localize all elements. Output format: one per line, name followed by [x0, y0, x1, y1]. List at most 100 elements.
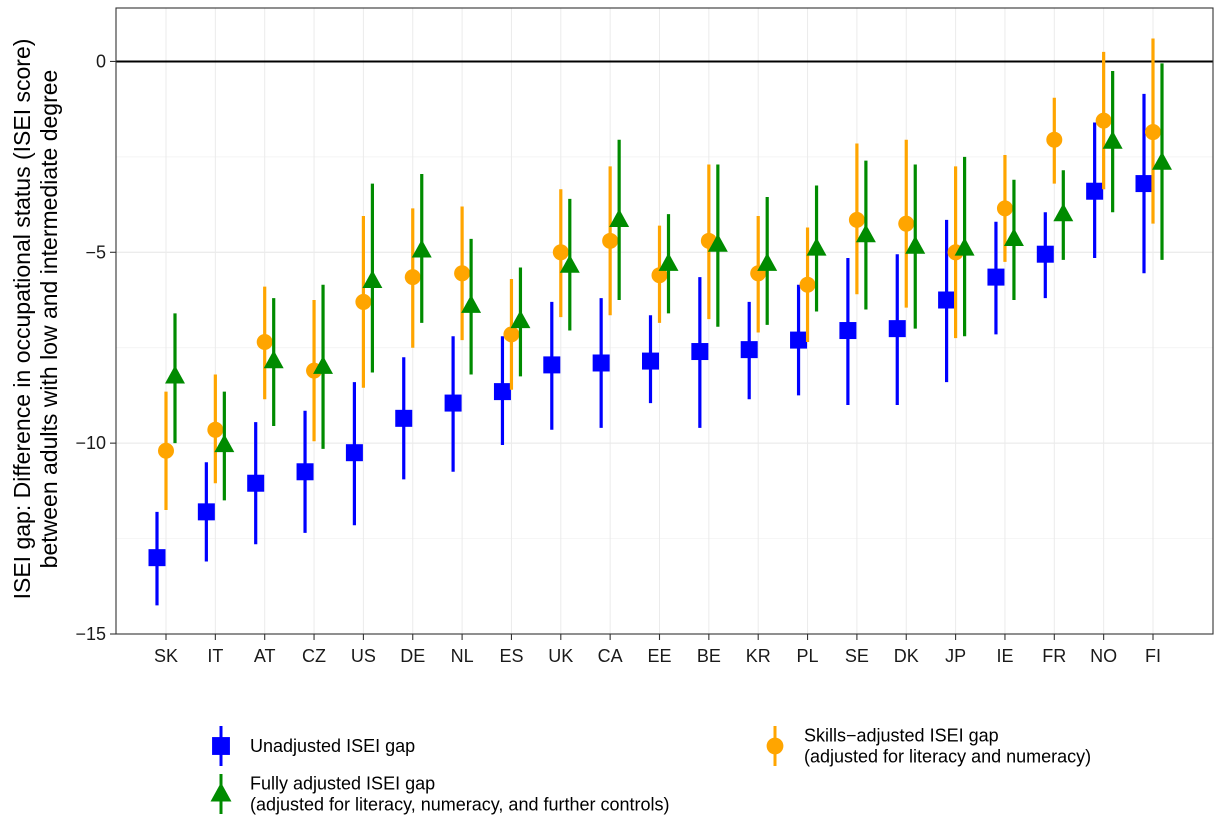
unadjusted-point-CA — [592, 354, 610, 372]
skills-point-UK — [552, 244, 569, 261]
skills-point-NL — [454, 265, 471, 282]
x-tick-label-UK: UK — [548, 646, 573, 666]
x-tick-label-DE: DE — [400, 646, 425, 666]
full-point-FI — [1152, 151, 1172, 170]
series-skills — [158, 38, 1161, 510]
skills-point-IT — [207, 421, 224, 438]
unadjusted-point-UK — [543, 356, 561, 374]
unadjusted-point-DE — [395, 409, 413, 427]
unadjusted-point-DK — [888, 320, 906, 338]
full-point-DE — [411, 239, 432, 258]
full-point-JP — [954, 237, 975, 256]
unadjusted-point-AT — [247, 474, 265, 492]
legend-key-marker-unadjusted — [212, 737, 230, 755]
x-tick-label-US: US — [351, 646, 376, 666]
skills-point-CA — [602, 232, 619, 249]
x-tick-label-ES: ES — [499, 646, 523, 666]
legend-label-full-line-1: Fully adjusted ISEI gap — [250, 774, 435, 794]
unadjusted-point-US — [345, 444, 363, 462]
unadjusted-point-PL — [790, 331, 808, 349]
unadjusted-point-FR — [1036, 245, 1054, 263]
full-point-NO — [1102, 130, 1123, 149]
skills-point-US — [355, 293, 372, 310]
skills-point-NO — [1095, 112, 1112, 129]
unadjusted-point-NO — [1086, 182, 1104, 200]
legend-key-marker-full — [210, 782, 232, 802]
grid-lines — [116, 8, 1213, 635]
y-tick-label: −5 — [85, 242, 106, 262]
x-tick-label-CA: CA — [598, 646, 623, 666]
x-tick-label-AT: AT — [254, 646, 276, 666]
unadjusted-point-IE — [987, 268, 1005, 286]
unadjusted-point-BE — [691, 343, 709, 361]
skills-point-IE — [996, 200, 1013, 217]
full-point-KR — [757, 252, 778, 271]
full-point-NL — [461, 294, 482, 313]
skills-point-EE — [651, 267, 668, 284]
x-tick-label-CZ: CZ — [302, 646, 326, 666]
unadjusted-point-CZ — [296, 463, 314, 481]
unadjusted-point-FI — [1135, 175, 1153, 193]
x-tick-label-IT: IT — [207, 646, 223, 666]
full-point-BE — [707, 233, 728, 252]
unadjusted-point-SE — [839, 322, 857, 340]
legend: Unadjusted ISEI gap Skills−adjusted ISEI … — [210, 726, 1091, 815]
legend-label-full-line-2: (adjusted for literacy, numeracy, and fu… — [250, 795, 670, 815]
skills-point-PL — [799, 276, 816, 293]
axis-ticks: 0 −5 −10 −15 SK IT AT CZ US DE NL ES UK CA EE BE KR PL SE D… — [75, 51, 1161, 666]
y-axis-title-line-2: between adults with low and intermediate… — [36, 70, 62, 569]
full-point-SE — [855, 224, 876, 243]
skills-point-AT — [256, 333, 273, 350]
full-point-DK — [905, 235, 926, 254]
x-tick-label-NO: NO — [1090, 646, 1117, 666]
legend-key-marker-skills — [766, 737, 784, 755]
full-point-SK — [165, 365, 185, 384]
unadjusted-point-NL — [444, 394, 462, 412]
y-tick-label: −10 — [75, 433, 106, 453]
legend-label-skills-line-1: Skills−adjusted ISEI gap — [804, 726, 999, 746]
x-tick-label-SK: SK — [154, 646, 178, 666]
x-tick-label-PL: PL — [797, 646, 819, 666]
skills-point-SE — [848, 211, 865, 228]
full-point-UK — [559, 254, 580, 273]
plot-marks — [148, 38, 1172, 606]
x-tick-label-KR: KR — [746, 646, 771, 666]
legend-item-full: Fully adjusted ISEI gap(adjusted for lit… — [210, 774, 670, 815]
series-unadjusted — [148, 93, 1153, 606]
x-tick-label-EE: EE — [647, 646, 671, 666]
x-tick-label-DK: DK — [894, 646, 919, 666]
legend-label-skills-line-2: (adjusted for literacy and numeracy) — [804, 747, 1091, 767]
unadjusted-point-EE — [642, 352, 659, 370]
x-tick-label-IE: IE — [996, 646, 1013, 666]
full-point-US — [362, 269, 383, 289]
unadjusted-point-IT — [197, 503, 215, 521]
y-axis-title: ISEI gap: Difference in occupational sta… — [9, 39, 62, 600]
y-tick-label: −15 — [75, 624, 106, 644]
full-point-EE — [658, 252, 679, 271]
skills-point-DE — [404, 269, 421, 286]
skills-point-SK — [158, 442, 174, 459]
skills-point-FR — [1046, 131, 1063, 148]
series-full — [165, 63, 1172, 501]
legend-item-skills: Skills−adjusted ISEI gap(adjusted for li… — [766, 726, 1091, 767]
skills-point-FI — [1145, 124, 1161, 141]
full-point-IE — [1003, 228, 1024, 247]
unadjusted-point-ES — [493, 383, 511, 401]
x-tick-label-BE: BE — [697, 646, 721, 666]
x-tick-label-NL: NL — [451, 646, 474, 666]
unadjusted-point-KR — [740, 341, 758, 359]
x-tick-label-SE: SE — [845, 646, 869, 666]
skills-point-DK — [898, 215, 915, 232]
plot-panel-border — [115, 7, 1214, 635]
full-point-PL — [806, 237, 827, 256]
full-point-IT — [214, 434, 235, 453]
x-tick-label-FI: FI — [1145, 646, 1161, 666]
full-point-CA — [609, 208, 630, 227]
full-point-CZ — [313, 355, 334, 374]
full-point-FR — [1053, 203, 1074, 222]
unadjusted-point-SK — [148, 549, 166, 567]
y-tick-label: 0 — [96, 51, 106, 71]
x-tick-label-JP: JP — [945, 646, 966, 666]
x-tick-label-FR: FR — [1042, 646, 1066, 666]
